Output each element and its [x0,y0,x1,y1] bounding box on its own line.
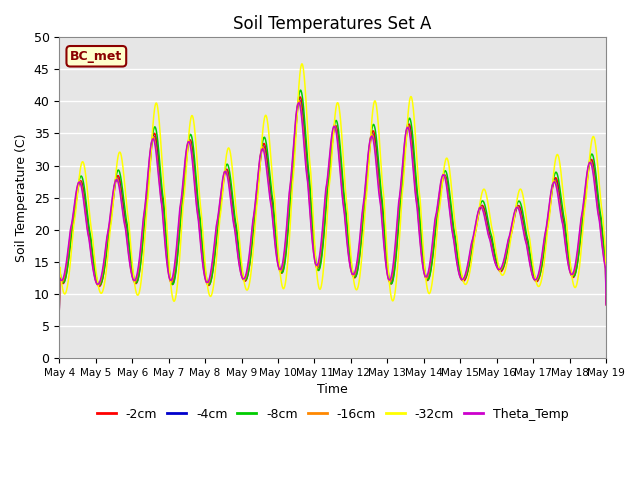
-2cm [56,304,63,310]
-16cm [360,195,368,201]
-8cm [56,302,63,308]
-32cm [298,61,306,67]
-8cm [208,275,216,280]
-2cm [296,94,304,100]
-16cm [554,189,562,195]
-32cm [570,280,577,286]
Y-axis label: Soil Temperature (C): Soil Temperature (C) [15,133,28,262]
Theta_Temp [208,263,216,268]
-32cm [56,299,63,305]
-8cm [602,297,610,302]
-2cm [602,299,610,305]
-16cm [208,266,216,272]
-4cm [349,272,356,277]
-4cm [56,306,63,312]
Line: -16cm: -16cm [60,100,606,310]
-32cm [349,269,356,275]
Line: -32cm: -32cm [60,64,606,302]
Title: Soil Temperatures Set A: Soil Temperatures Set A [234,15,432,33]
Theta_Temp [570,270,577,276]
-4cm [492,260,499,265]
-4cm [360,198,368,204]
Line: -2cm: -2cm [60,97,606,307]
-16cm [349,272,356,278]
-2cm [208,274,216,280]
-32cm [492,247,499,252]
-8cm [360,203,368,208]
-16cm [56,307,63,312]
X-axis label: Time: Time [317,383,348,396]
-16cm [492,261,499,267]
Line: -4cm: -4cm [60,100,606,309]
Theta_Temp [360,192,368,197]
-2cm [492,258,499,264]
Theta_Temp [602,302,610,308]
-8cm [297,87,305,93]
-8cm [554,174,562,180]
-32cm [360,216,368,222]
-4cm [602,301,610,307]
Text: BC_met: BC_met [70,50,122,63]
-4cm [570,273,577,278]
-32cm [208,292,216,298]
-8cm [349,268,356,274]
-8cm [492,253,499,259]
Line: Theta_Temp: Theta_Temp [60,103,606,310]
-2cm [360,204,368,209]
Theta_Temp [554,193,562,199]
-4cm [554,187,562,192]
Theta_Temp [295,100,303,106]
-32cm [554,152,562,158]
Theta_Temp [56,307,63,312]
-2cm [570,275,577,280]
-2cm [554,181,562,187]
-2cm [349,271,356,277]
-16cm [295,97,303,103]
-16cm [570,272,577,278]
-32cm [602,292,610,298]
Theta_Temp [349,271,356,277]
-8cm [570,273,577,279]
-4cm [208,269,216,275]
Line: -8cm: -8cm [60,90,606,305]
-16cm [602,302,610,308]
-4cm [296,97,303,103]
Theta_Temp [492,262,499,267]
Legend: -2cm, -4cm, -8cm, -16cm, -32cm, Theta_Temp: -2cm, -4cm, -8cm, -16cm, -32cm, Theta_Te… [92,403,573,425]
